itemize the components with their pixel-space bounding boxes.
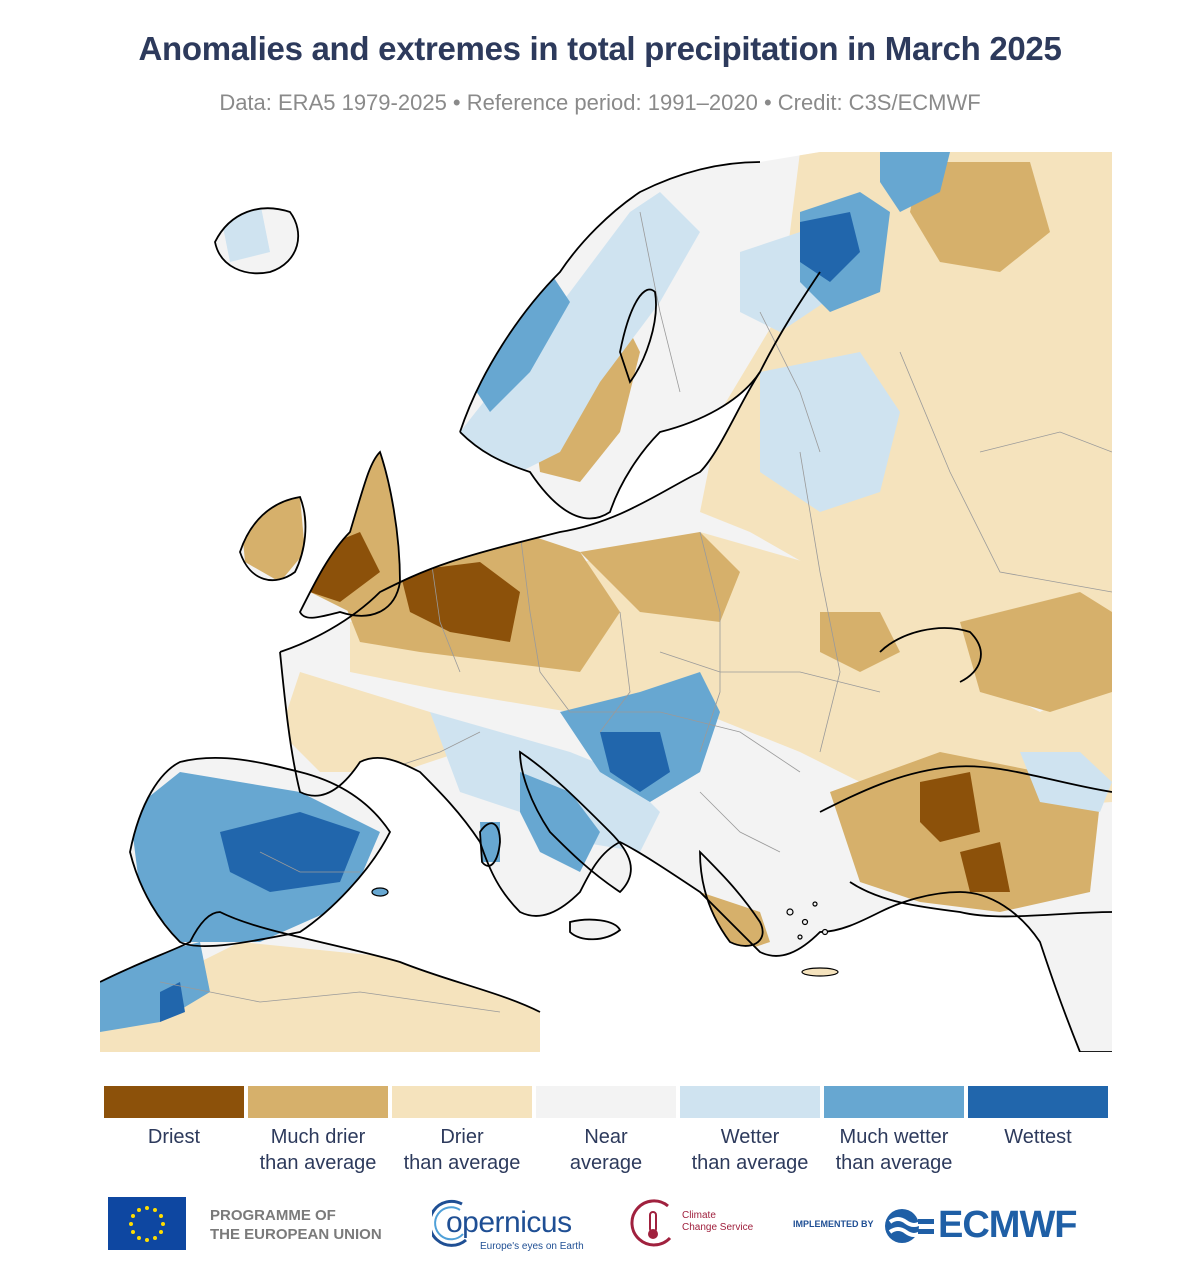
legend-item-much-drier: Much drier than average [248, 1086, 388, 1176]
legend-item-wetter: Wetter than average [680, 1086, 820, 1176]
legend-swatch-drier [392, 1086, 532, 1118]
eu-text-line-2: THE EUROPEAN UNION [210, 1226, 382, 1243]
c3s-logo: Climate Change Service [628, 1198, 768, 1252]
eu-programme-text: PROGRAMME OF THE EUROPEAN UNION [210, 1206, 410, 1244]
implemented-by-label: IMPLEMENTED BY [793, 1219, 874, 1229]
c3s-line-2: Change Service [682, 1222, 754, 1233]
legend-item-driest: Driest [104, 1086, 244, 1150]
aegean-islands [371, 887, 839, 977]
legend-item-drier: Drier than average [392, 1086, 532, 1176]
legend-label-wetter: Wetter than average [691, 1126, 809, 1174]
legend-swatch-driest [104, 1086, 244, 1118]
legend-swatch-near-average [536, 1086, 676, 1118]
eu-text-line-1: PROGRAMME OF [210, 1207, 336, 1224]
ecmwf-wave-icon [885, 1209, 934, 1243]
legend-label-drier: Drier than average [403, 1126, 521, 1174]
legend-label-much-wetter: Much wetter than average [835, 1126, 953, 1174]
copernicus-arc-icon [432, 1199, 467, 1247]
coastlines [100, 161, 1112, 1052]
legend-swatch-wettest [968, 1086, 1108, 1118]
legend-label-wettest: Wettest [1004, 1126, 1072, 1148]
eu-flag-icon [108, 1197, 186, 1250]
copernicus-name: opernicus [446, 1206, 572, 1239]
legend-item-wettest: Wettest [968, 1086, 1108, 1150]
legend-item-near-average: Near average [536, 1086, 676, 1176]
legend-swatch-much-drier [248, 1086, 388, 1118]
precipitation-anomaly-map [100, 152, 1112, 1052]
legend-item-much-wetter: Much wetter than average [824, 1086, 964, 1176]
page-subtitle: Data: ERA5 1979-2025 • Reference period:… [219, 90, 981, 115]
legend-swatch-much-wetter [824, 1086, 964, 1118]
page-title: Anomalies and extremes in total precipit… [138, 30, 1062, 67]
thermometer-icon [630, 1199, 672, 1247]
legend-label-driest: Driest [147, 1126, 201, 1148]
legend-label-much-drier: Much drier than average [259, 1126, 377, 1174]
ecmwf-logo: ECMWF [882, 1202, 1102, 1248]
legend: Driest Much drier than average Drier tha… [104, 1086, 1108, 1182]
copernicus-tagline: Europe's eyes on Earth [480, 1241, 584, 1252]
c3s-line-1: Climate [682, 1210, 716, 1221]
c3s-text: Climate Change Service [682, 1210, 753, 1234]
europe-map-svg [100, 152, 1112, 1052]
ecmwf-name: ECMWF [938, 1204, 1078, 1246]
copernicus-logo: opernicus Europe's eyes on Earth [432, 1194, 592, 1254]
legend-swatch-wetter [680, 1086, 820, 1118]
footer-logos: PROGRAMME OF THE EUROPEAN UNION opernicu… [0, 1190, 1200, 1260]
legend-label-near-average: Near average [569, 1126, 643, 1174]
